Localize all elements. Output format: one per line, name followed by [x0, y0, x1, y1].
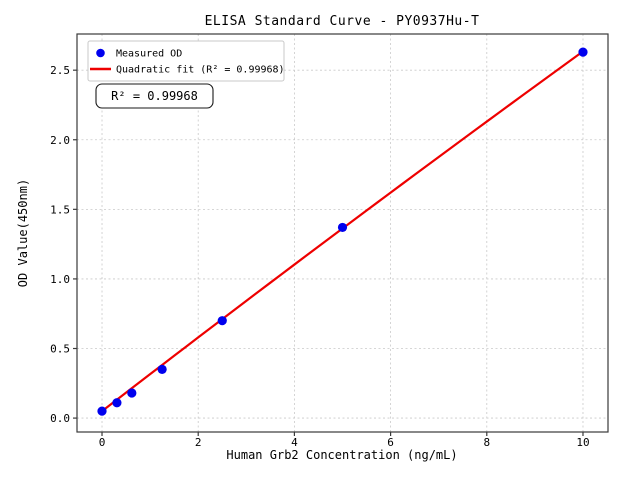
chart-title: ELISA Standard Curve - PY0937Hu-T	[205, 14, 480, 29]
x-axis-label: Human Grb2 Concentration (ng/mL)	[226, 448, 457, 462]
data-point	[337, 222, 348, 233]
y-tick-label: 0.0	[50, 412, 70, 425]
r-squared-annotation: R² = 0.99968	[95, 83, 214, 109]
y-tick-label: 0.5	[50, 343, 70, 356]
legend-label-quadratic-fit: Quadratic fit (R² = 0.99968)	[116, 65, 285, 76]
data-point	[578, 47, 588, 57]
x-tick-label: 8	[483, 436, 490, 449]
legend-marker-measured-od-icon	[96, 48, 105, 58]
x-tick-label: 2	[195, 436, 202, 449]
series-layer	[97, 47, 588, 416]
y-tick-label: 2.0	[50, 134, 70, 147]
r-squared-annotation-text: R² = 0.99968	[111, 89, 198, 103]
data-point	[217, 316, 227, 326]
tick-layer: 0 2 4 6 8 10 0.0 0.5 1.0 1.5 2.0 2.5	[50, 64, 589, 449]
x-tick-label: 6	[387, 436, 394, 449]
data-point	[127, 388, 137, 398]
legend-box	[87, 40, 285, 82]
legend: Measured OD Quadratic fit (R² = 0.99968)	[87, 40, 285, 82]
x-tick-label: 4	[291, 436, 298, 449]
r-squared-annotation-box	[95, 83, 214, 109]
y-tick-label: 2.5	[50, 64, 70, 77]
data-point	[112, 398, 122, 408]
grid-layer	[77, 34, 608, 432]
y-axis-label: OD Value(450nm)	[16, 179, 30, 287]
data-point	[97, 406, 107, 416]
x-tick-label: 10	[576, 436, 589, 449]
y-tick-label: 1.5	[50, 203, 70, 216]
plot-frame	[76, 33, 609, 433]
x-tick-label: 0	[99, 436, 106, 449]
legend-label-measured-od: Measured OD	[116, 49, 182, 60]
y-tick-label: 1.0	[50, 273, 70, 286]
data-point	[157, 364, 167, 374]
